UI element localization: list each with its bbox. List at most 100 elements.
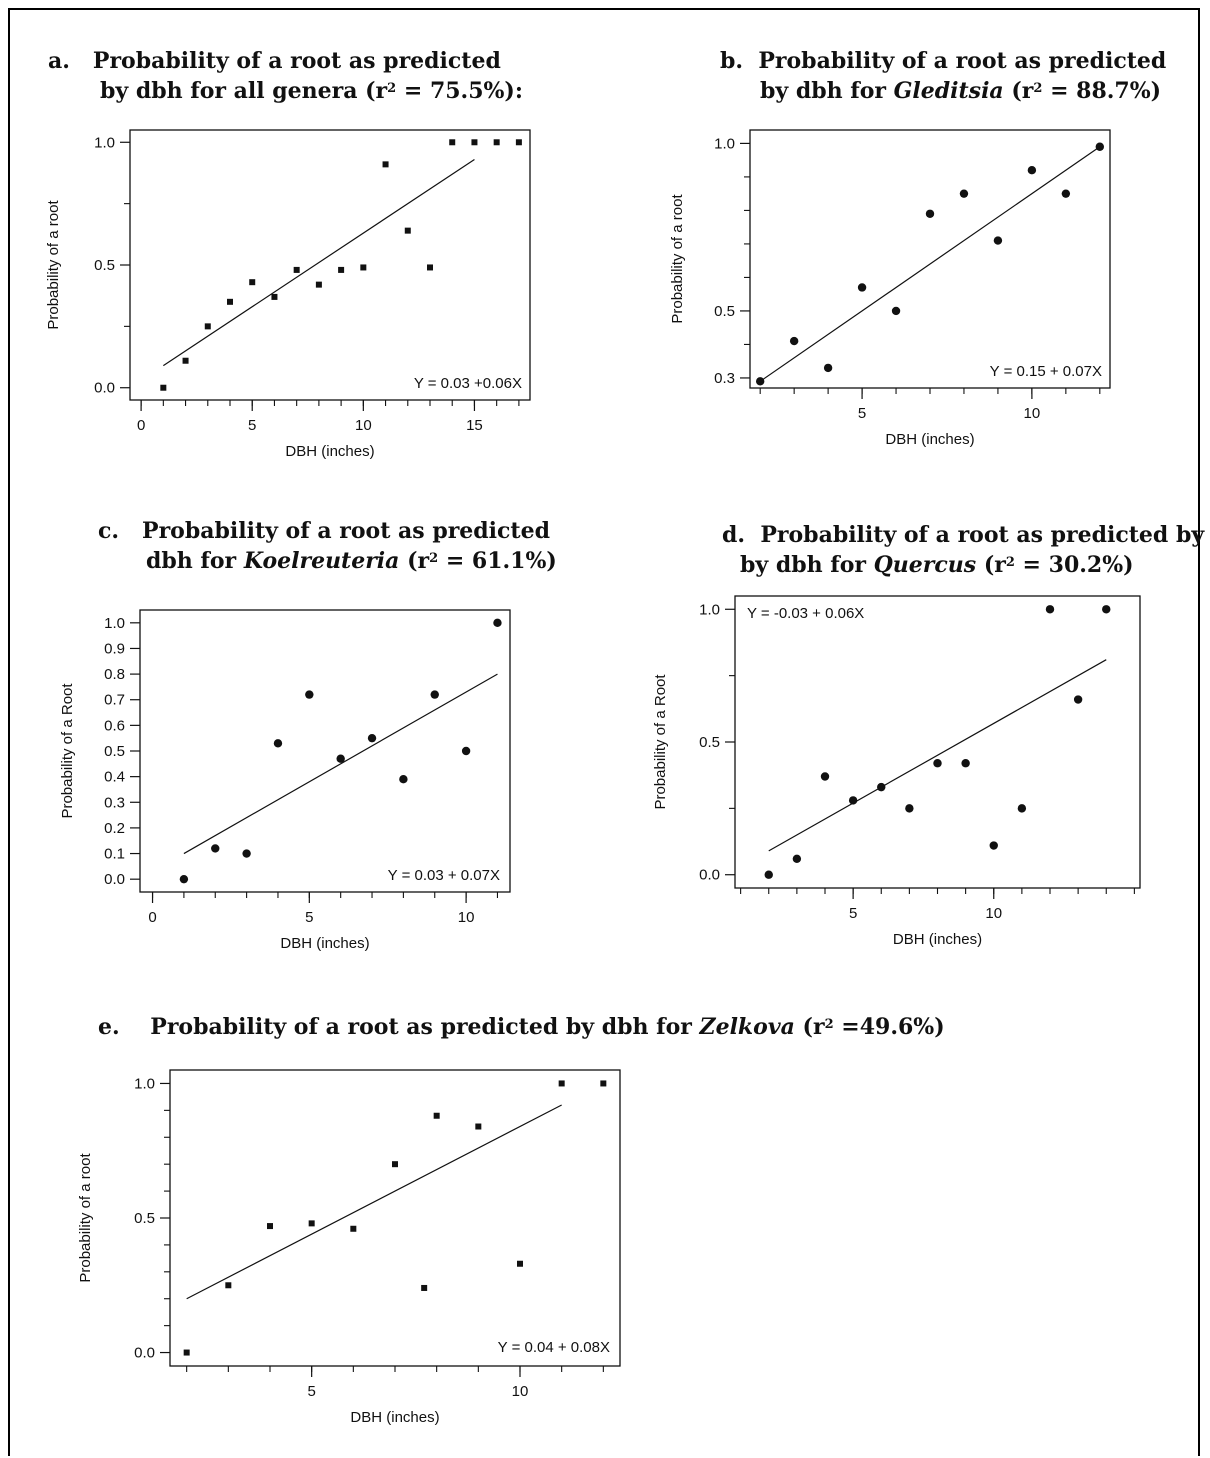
y-axis-label: Probability of a root bbox=[669, 194, 686, 324]
data-point bbox=[515, 139, 522, 146]
panel-d-title-line1: d. Probability of a root as predicted by bbox=[722, 520, 1204, 550]
data-point bbox=[211, 844, 220, 853]
panel-b-title-pre: by dbh for bbox=[760, 78, 894, 104]
data-point bbox=[493, 139, 500, 146]
data-point bbox=[183, 1349, 190, 1356]
plot-frame bbox=[734, 595, 1141, 889]
data-point bbox=[1073, 695, 1083, 704]
y-tick-label: 1.0 bbox=[94, 134, 115, 151]
data-point bbox=[961, 759, 970, 768]
panel-b-title-line1: b. Probability of a root as predicted bbox=[720, 46, 1166, 76]
data-point bbox=[959, 189, 969, 198]
regression-equation: Y = 0.15 + 0.07X bbox=[990, 363, 1102, 380]
panel-e-title-post: =49.6%) bbox=[833, 1014, 945, 1040]
panel-d-title-text: Probability of a root as predicted by bbox=[760, 522, 1205, 548]
y-tick-label: 1.0 bbox=[699, 601, 720, 618]
data-point bbox=[877, 782, 886, 792]
data-point bbox=[160, 384, 167, 391]
data-point bbox=[993, 236, 1003, 245]
regression-equation: Y = -0.03 + 0.06X bbox=[747, 605, 864, 622]
plot-frame bbox=[169, 1069, 621, 1367]
data-point bbox=[336, 754, 345, 763]
data-point bbox=[433, 1112, 440, 1119]
x-tick-label: 0 bbox=[148, 909, 156, 926]
x-tick-label: 5 bbox=[858, 405, 866, 422]
data-point bbox=[242, 849, 251, 858]
y-tick-label: 0.4 bbox=[104, 769, 125, 786]
x-tick-label: 10 bbox=[458, 909, 475, 926]
data-point bbox=[392, 1161, 398, 1168]
data-point bbox=[271, 293, 278, 300]
panel-b-title-sup: 2 bbox=[1033, 81, 1043, 96]
data-point bbox=[182, 357, 189, 364]
y-tick-label: 0.7 bbox=[104, 692, 125, 709]
chart-d: 5 10 0.0 0.5 1.0 DBH (inches) Probability of a… bbox=[652, 595, 1141, 948]
panel-c-title-post: = 61.1%) bbox=[438, 548, 557, 574]
y-tick-label: 0.3 bbox=[714, 370, 735, 387]
data-point bbox=[273, 739, 283, 748]
panel-d-title-pre: by dbh for bbox=[740, 552, 874, 578]
y-tick-label: 0.9 bbox=[104, 640, 125, 657]
panel-c-title-pre: dbh for bbox=[146, 548, 244, 574]
data-point bbox=[1045, 605, 1055, 614]
data-point bbox=[1027, 166, 1037, 175]
data-point bbox=[449, 139, 456, 146]
panel-d-title-line2: by dbh for Quercus (r2 = 30.2%) bbox=[722, 550, 1204, 580]
data-point bbox=[925, 209, 935, 218]
y-tick-label: 0.2 bbox=[104, 820, 125, 837]
panel-b-letter: b. bbox=[720, 48, 744, 74]
panel-a-title-text: Probability of a root as predicted bbox=[92, 48, 501, 74]
data-point bbox=[600, 1080, 607, 1087]
data-point bbox=[367, 733, 377, 743]
data-point bbox=[755, 377, 765, 386]
panel-a-title-line2: by dbh for all genera (r2 = 75.5%): bbox=[48, 76, 523, 106]
y-tick-label: 0.0 bbox=[94, 380, 115, 397]
x-axis-label: DBH (inches) bbox=[285, 443, 374, 460]
panel-c-title-sup: 2 bbox=[429, 551, 439, 566]
panel-b-title-mid: (r bbox=[1003, 78, 1034, 104]
data-point bbox=[475, 1123, 482, 1130]
data-point bbox=[179, 874, 189, 884]
panel-a-letter: a. bbox=[48, 48, 70, 74]
data-point bbox=[315, 281, 322, 288]
panel-b-title-post: = 88.7%) bbox=[1042, 78, 1162, 104]
y-tick-label: 1.0 bbox=[714, 135, 735, 152]
y-tick-label: 0.0 bbox=[134, 1345, 155, 1362]
panel-e-title-pre: Probability of a root as predicted by db… bbox=[150, 1014, 700, 1040]
data-point bbox=[857, 283, 867, 292]
y-tick-label: 0.8 bbox=[104, 666, 125, 683]
data-point bbox=[360, 264, 367, 271]
panel-c-title-genus: Koelreuteria bbox=[243, 548, 400, 574]
data-point bbox=[227, 298, 233, 305]
y-tick-label: 0.5 bbox=[699, 734, 720, 751]
data-point bbox=[204, 323, 211, 330]
chart-b: 5 10 0.3 0.5 1.0 DBH (inches) Probability of a… bbox=[669, 129, 1111, 448]
panel-a-title-pre: by dbh for all genera (r bbox=[100, 78, 388, 104]
panel-c-title-text: Probability of a root as predicted bbox=[142, 518, 550, 544]
panel-e-title-line1: e. Probability of a root as predicted by… bbox=[98, 1012, 945, 1042]
data-point bbox=[350, 1225, 357, 1232]
regression-line bbox=[759, 146, 1101, 382]
x-tick-label: 10 bbox=[355, 417, 372, 434]
data-point bbox=[1017, 804, 1027, 813]
x-tick-label: 10 bbox=[985, 905, 1002, 922]
x-axis-label: DBH (inches) bbox=[885, 431, 974, 448]
y-tick-label: 1.0 bbox=[104, 615, 125, 632]
regression-line bbox=[163, 158, 475, 367]
data-point bbox=[933, 759, 942, 768]
data-point bbox=[1102, 605, 1111, 614]
y-tick-label: 0.0 bbox=[699, 867, 720, 884]
y-tick-label: 0.3 bbox=[104, 794, 125, 811]
data-point bbox=[792, 854, 802, 863]
x-tick-label: 5 bbox=[248, 417, 256, 434]
plot-frame bbox=[139, 609, 511, 893]
regression-line bbox=[183, 673, 498, 855]
panel-a-title-sup: 2 bbox=[387, 81, 397, 96]
chart-a: 0 5 10 15 0.0 0.5 1.0 DBH (inches) Probability o… bbox=[45, 129, 531, 460]
panel-d-title-mid: (r bbox=[976, 552, 1006, 578]
y-tick-label: 0.6 bbox=[104, 717, 125, 734]
panel-c-letter: c. bbox=[98, 518, 120, 544]
data-point bbox=[764, 870, 773, 879]
data-point bbox=[293, 266, 300, 273]
data-point bbox=[848, 796, 858, 805]
